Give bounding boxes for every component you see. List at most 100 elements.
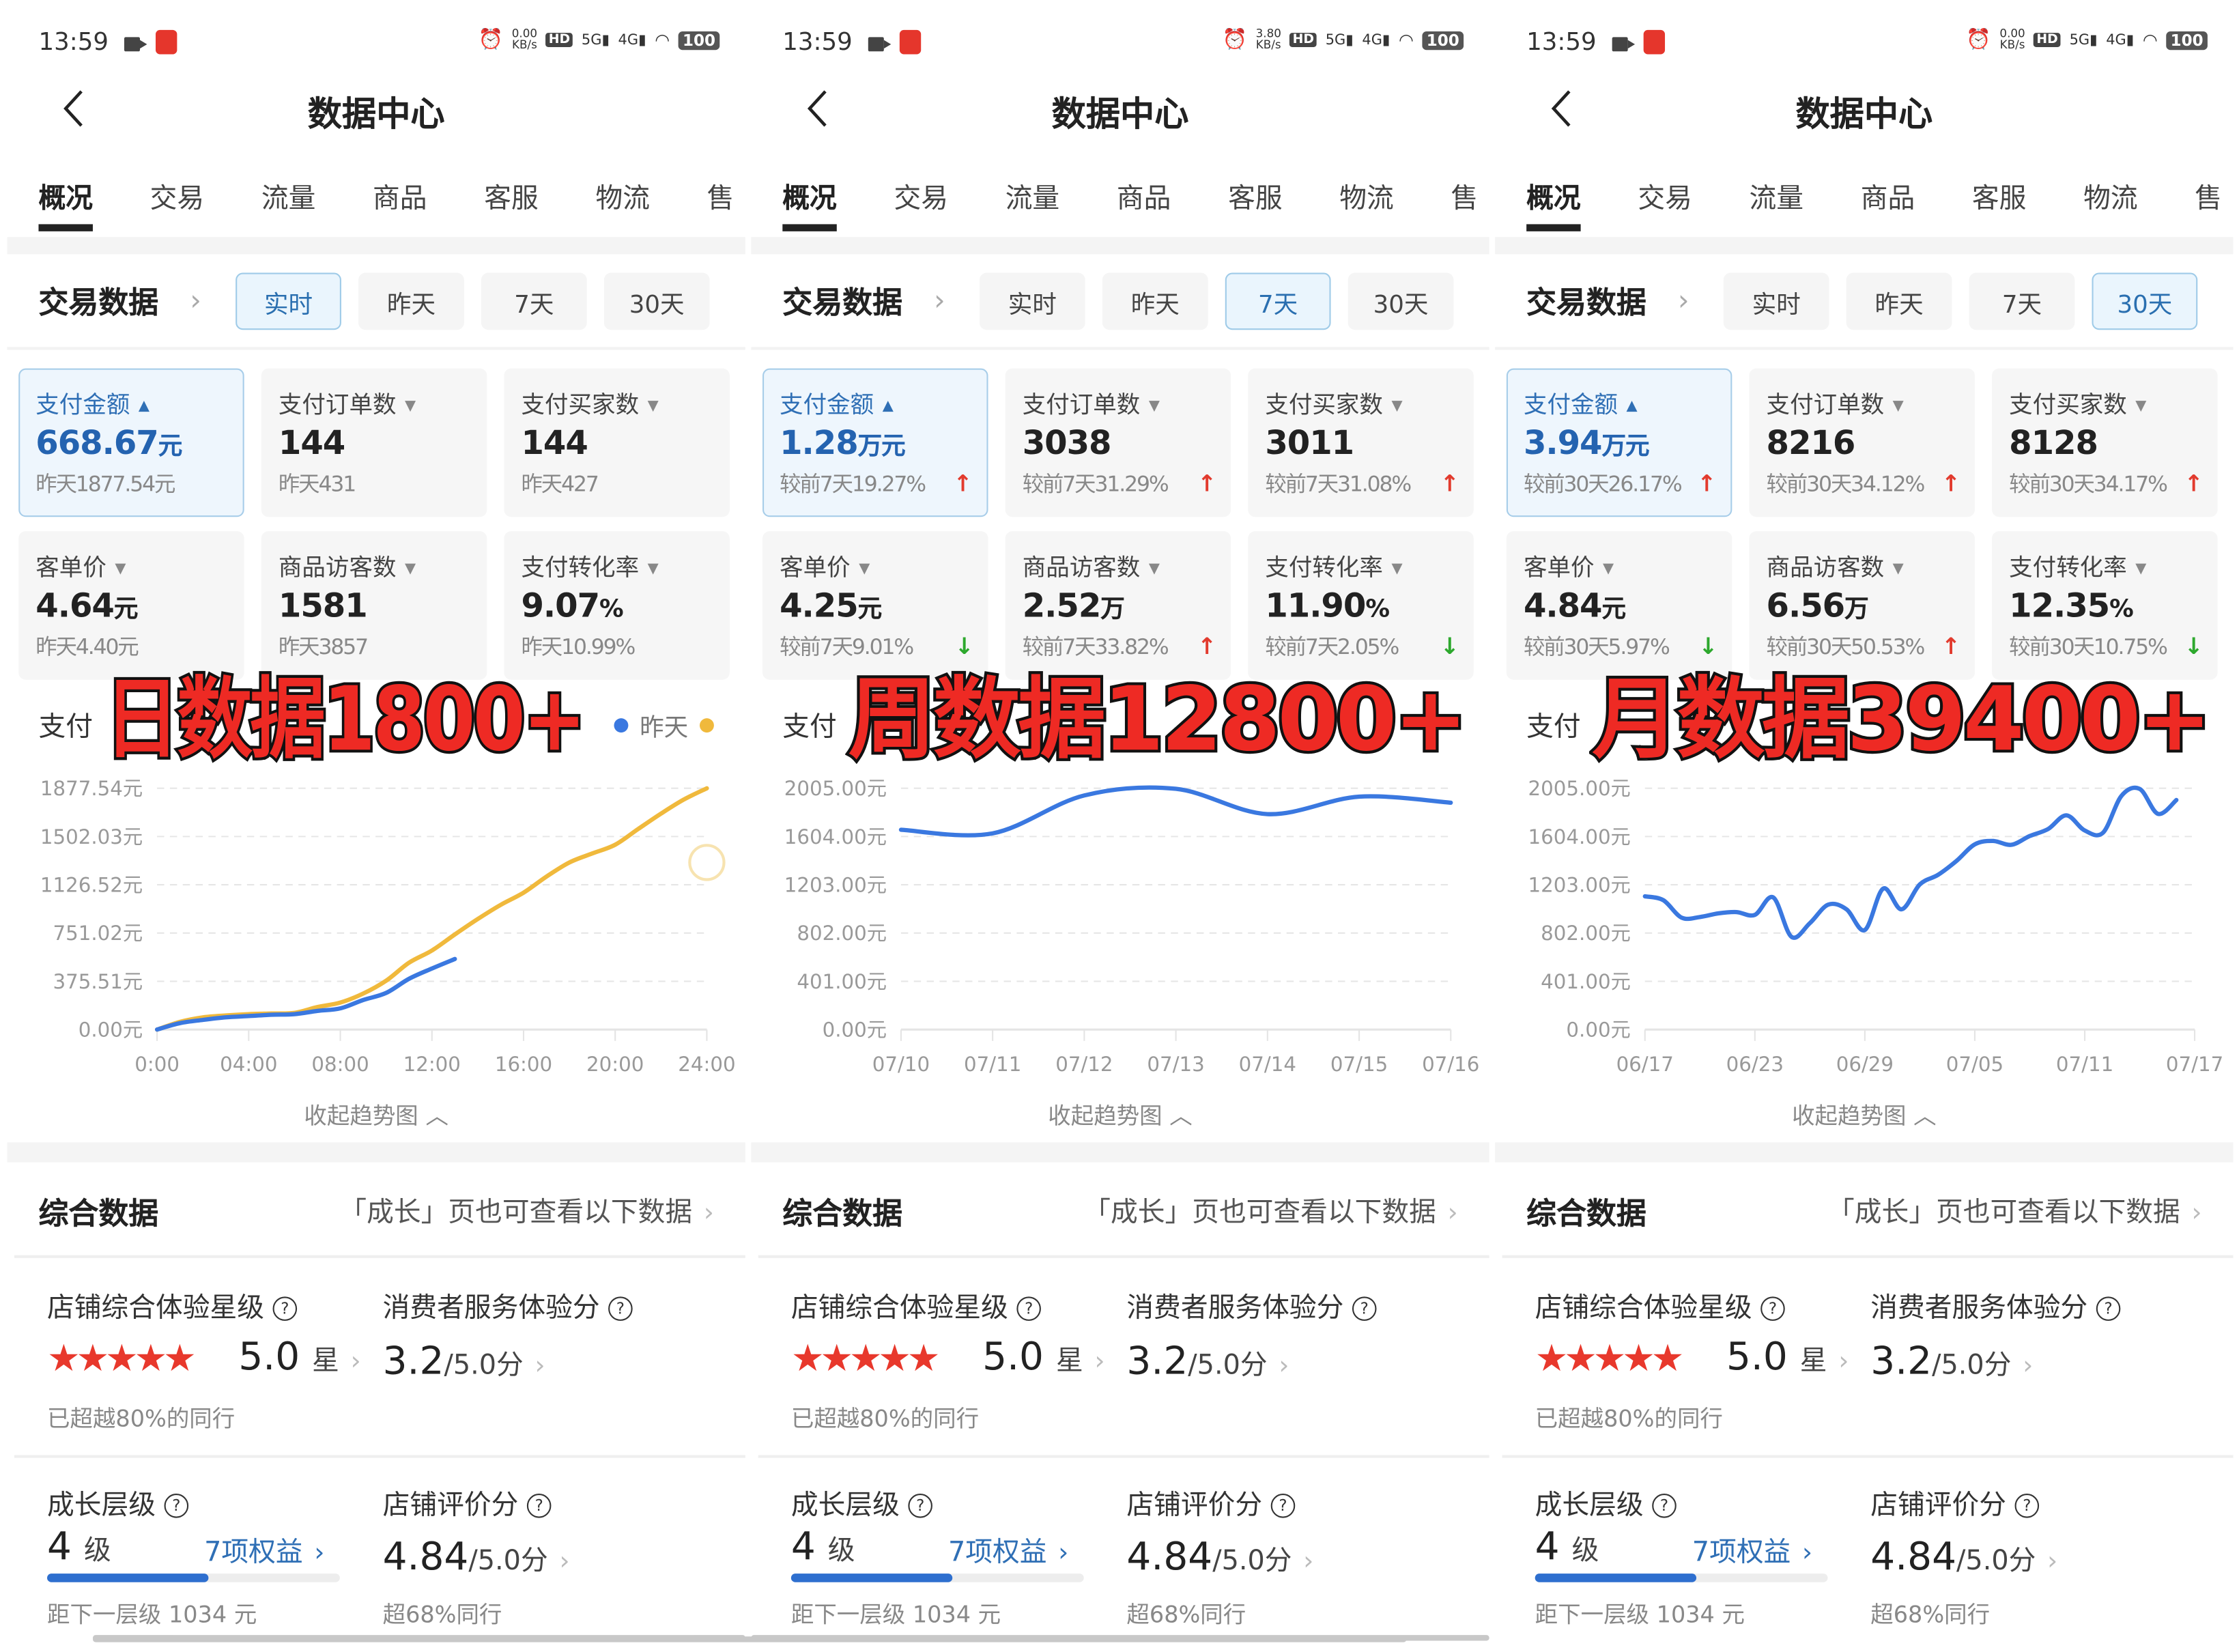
chevron-left-icon[interactable] [803, 89, 837, 129]
tab-4[interactable]: 客服 [1228, 182, 1283, 214]
help-icon[interactable]: ? [1016, 1296, 1041, 1321]
star-value[interactable]: 5.0 星 › [1726, 1335, 1849, 1380]
metric-card[interactable]: 客单价 ▼ 4.64元 昨天4.40元 [18, 531, 244, 680]
tab-6[interactable]: 售 [2195, 182, 2223, 214]
period-button-2[interactable]: 7天 [481, 272, 587, 330]
period-button-3[interactable]: 30天 [603, 272, 710, 330]
metric-label: 支付买家数 [1265, 391, 1383, 418]
tab-0[interactable]: 概况 [1526, 177, 1581, 231]
metric-card[interactable]: 客单价 ▼ 4.25元 较前7天9.01% ↓ [762, 531, 988, 680]
tab-5[interactable]: 物流 [595, 182, 650, 214]
metric-card[interactable]: 商品访客数 ▼ 1581 昨天3857 [261, 531, 487, 680]
period-button-1[interactable]: 昨天 [1846, 272, 1952, 330]
tab-5[interactable]: 物流 [1339, 182, 1394, 214]
period-button-3[interactable]: 30天 [1347, 272, 1454, 330]
review-score[interactable]: 4.84/5.0分 › [1126, 1535, 1313, 1580]
tab-1[interactable]: 交易 [1638, 182, 1692, 214]
tab-4[interactable]: 客服 [484, 182, 539, 214]
help-icon[interactable]: ? [908, 1494, 932, 1518]
tab-1[interactable]: 交易 [894, 182, 949, 214]
video-camera-icon [1612, 37, 1636, 52]
period-button-2[interactable]: 7天 [1225, 272, 1331, 330]
section-title-trade[interactable]: 交易数据 [1526, 285, 1646, 320]
chevron-left-icon[interactable] [1546, 89, 1580, 129]
metric-card[interactable]: 支付金额 ▲ 3.94万元 较前30天26.17% ↑ [1506, 368, 1732, 517]
metric-card[interactable]: 支付买家数 ▼ 144 昨天427 [504, 368, 730, 517]
x-tick-label: 06/23 [1726, 1053, 1784, 1076]
metric-card[interactable]: 支付转化率 ▼ 12.35% 较前30天10.75% ↓ [1992, 531, 2218, 680]
metric-card[interactable]: 商品访客数 ▼ 6.56万 较前30天50.53% ↑ [1749, 531, 1975, 680]
metric-card[interactable]: 支付买家数 ▼ 8128 较前30天34.17% ↑ [1992, 368, 2218, 517]
period-button-0[interactable]: 实时 [979, 272, 1085, 330]
period-button-0[interactable]: 实时 [236, 272, 341, 330]
review-value: 4.84 [1870, 1535, 1957, 1580]
tab-6[interactable]: 售 [1451, 182, 1479, 214]
tab-2[interactable]: 流量 [261, 182, 316, 214]
metric-card[interactable]: 商品访客数 ▼ 2.52万 较前7天33.82% ↑ [1005, 531, 1231, 680]
review-score[interactable]: 4.84/5.0分 › [383, 1535, 570, 1580]
metric-card[interactable]: 支付订单数 ▼ 3038 较前7天31.29% ↑ [1005, 368, 1231, 517]
collapse-chart-button[interactable]: 收起趋势图 ︿ [751, 1097, 1489, 1131]
review-score[interactable]: 4.84/5.0分 › [1870, 1535, 2057, 1580]
growth-note: 距下一层级 1034 元 [1535, 1600, 1745, 1628]
metric-card[interactable]: 支付买家数 ▼ 3011 较前7天31.08% ↑ [1248, 368, 1474, 517]
tab-3[interactable]: 商品 [1860, 182, 1915, 214]
period-button-3[interactable]: 30天 [2092, 272, 2198, 330]
chevron-right-icon[interactable]: › [190, 283, 201, 317]
caret-down-icon: ▼ [405, 561, 416, 578]
growth-page-link[interactable]: 「成长」页也可查看以下数据 › [1827, 1191, 2202, 1229]
hd-voice-icon: HD [1289, 33, 1317, 48]
metric-card[interactable]: 客单价 ▼ 4.84元 较前30天5.97% ↓ [1506, 531, 1732, 680]
help-icon[interactable]: ? [526, 1494, 552, 1518]
tab-2[interactable]: 流量 [1005, 182, 1060, 214]
growth-benefits-link[interactable]: 7项权益 › [1692, 1530, 1812, 1569]
tab-4[interactable]: 客服 [1971, 182, 2027, 214]
chevron-right-icon[interactable]: › [934, 283, 945, 317]
period-button-1[interactable]: 昨天 [358, 272, 464, 330]
chevron-left-icon[interactable] [59, 89, 93, 129]
period-button-1[interactable]: 昨天 [1102, 272, 1208, 330]
metric-card[interactable]: 支付订单数 ▼ 8216 较前30天34.12% ↑ [1749, 368, 1975, 517]
section-title-trade[interactable]: 交易数据 [38, 285, 159, 320]
help-icon[interactable]: ? [608, 1296, 633, 1321]
period-button-2[interactable]: 7天 [1969, 272, 2075, 330]
tab-2[interactable]: 流量 [1749, 182, 1804, 214]
tab-5[interactable]: 物流 [2083, 182, 2138, 214]
growth-benefits-link[interactable]: 7项权益 › [204, 1530, 324, 1569]
metric-card[interactable]: 支付转化率 ▼ 9.07% 昨天10.99% [504, 531, 730, 680]
star-value[interactable]: 5.0 星 › [982, 1335, 1104, 1380]
help-icon[interactable]: ? [1270, 1494, 1296, 1518]
section-title-trade[interactable]: 交易数据 [782, 285, 903, 320]
service-score[interactable]: 3.2/5.0分 › [383, 1339, 545, 1384]
period-button-0[interactable]: 实时 [1723, 272, 1829, 330]
growth-benefits-link[interactable]: 7项权益 › [948, 1530, 1068, 1569]
collapse-chart-button[interactable]: 收起趋势图 ︿ [7, 1097, 745, 1131]
service-score[interactable]: 3.2/5.0分 › [1126, 1339, 1289, 1384]
tab-1[interactable]: 交易 [149, 182, 205, 214]
help-icon[interactable]: ? [2014, 1494, 2040, 1518]
tab-0[interactable]: 概况 [38, 177, 94, 231]
signal-5g-icon: 5G▮ [581, 32, 610, 48]
metric-card[interactable]: 支付金额 ▲ 1.28万元 较前7天19.27% ↑ [762, 368, 988, 517]
help-icon[interactable]: ? [272, 1296, 298, 1321]
service-score[interactable]: 3.2/5.0分 › [1870, 1339, 2033, 1384]
x-tick-label: 16:00 [495, 1053, 552, 1076]
tab-3[interactable]: 商品 [1116, 182, 1171, 214]
help-icon[interactable]: ? [1760, 1296, 1785, 1321]
tab-0[interactable]: 概况 [782, 177, 837, 231]
metric-card[interactable]: 支付金额 ▲ 668.67元 昨天1877.54元 [18, 368, 244, 517]
growth-page-link[interactable]: 「成长」页也可查看以下数据 › [1083, 1191, 1458, 1229]
tab-3[interactable]: 商品 [373, 182, 427, 214]
help-icon[interactable]: ? [164, 1494, 189, 1518]
chevron-right-icon[interactable]: › [1677, 283, 1689, 317]
collapse-chart-button[interactable]: 收起趋势图 ︿ [1495, 1097, 2233, 1131]
help-icon[interactable]: ? [1652, 1494, 1677, 1518]
metric-card[interactable]: 支付转化率 ▼ 11.90% 较前7天2.05% ↓ [1248, 531, 1474, 680]
status-bar: 13:59 ⏰ 0.00 KB/s HD 5G▮ 4G▮ ◠ 100 [38, 26, 720, 66]
help-icon[interactable]: ? [1352, 1296, 1377, 1321]
growth-page-link[interactable]: 「成长」页也可查看以下数据 › [339, 1191, 714, 1229]
help-icon[interactable]: ? [2096, 1296, 2121, 1321]
star-value[interactable]: 5.0 星 › [238, 1335, 360, 1380]
metric-card[interactable]: 支付订单数 ▼ 144 昨天431 [261, 368, 487, 517]
tab-6[interactable]: 售 [707, 182, 735, 214]
